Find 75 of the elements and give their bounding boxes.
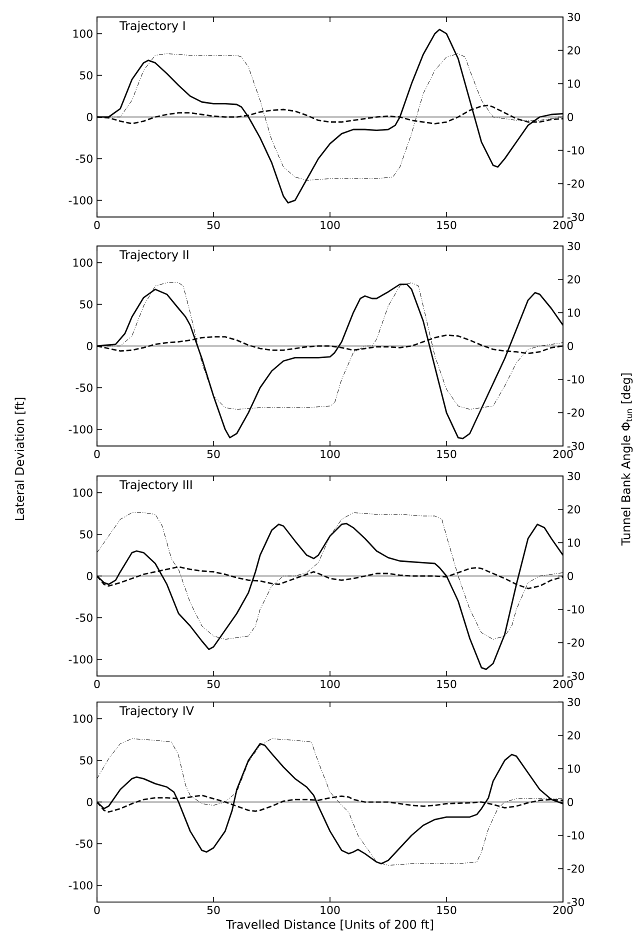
y2-tick-label: -30 [567, 898, 584, 906]
y2-tick-label: -10 [567, 375, 584, 384]
x-tick-label: 0 [94, 450, 100, 458]
x-tick-label: 0 [94, 680, 100, 688]
y-tick-label: 50 [80, 530, 92, 538]
y-tick-label: -100 [68, 196, 92, 204]
y-tick-label: -50 [76, 384, 92, 392]
y2-tick-label: 10 [568, 764, 580, 773]
y2-tick-label: 30 [568, 472, 580, 480]
y-axis-title: Lateral Deviation [ft] [14, 398, 26, 520]
y2-tick-label: 10 [568, 80, 580, 88]
y-tick-label: -50 [76, 154, 92, 163]
y2-tick-label: -30 [567, 442, 584, 450]
y-tick-label: -100 [68, 425, 92, 434]
y-tick-label: 100 [73, 30, 92, 38]
y2-tick-label: 10 [568, 538, 580, 547]
x-tick-label: 100 [320, 220, 340, 230]
y-tick-label: -100 [68, 655, 92, 664]
x-axis-title: Travelled Distance [Units of 200 ft] [226, 920, 433, 930]
x-tick-label: 50 [207, 450, 220, 458]
y2-tick-label: -20 [567, 408, 584, 417]
y2-tick-label: 30 [568, 698, 580, 706]
y-tick-label: -50 [76, 614, 92, 622]
y2-tick-label: 20 [568, 275, 580, 284]
y-tick-label: 100 [73, 258, 92, 267]
y2-tick-label: 30 [568, 242, 580, 250]
y-tick-label: 100 [73, 488, 92, 497]
y2-tick-label: 0 [568, 112, 574, 122]
y2-tick-label: 20 [568, 505, 580, 514]
y2-tick-label: -20 [567, 864, 584, 873]
y-tick-label: 0 [86, 572, 92, 580]
y2-tick-label: -30 [567, 212, 584, 222]
x-tick-label: 50 [207, 906, 220, 914]
y2-tick-label: 0 [568, 342, 574, 350]
y2-tick-label: -30 [567, 672, 584, 680]
y-tick-label: -100 [68, 881, 92, 890]
y2-tick-label: 30 [568, 12, 580, 22]
y2-tick-label: -10 [567, 605, 584, 614]
x-tick-label: 200 [553, 450, 573, 458]
x-tick-label: 50 [207, 680, 220, 688]
x-tick-label: 0 [94, 906, 100, 914]
y-tick-label: 0 [86, 342, 92, 350]
y2-tick-label: -20 [567, 180, 584, 188]
y2-tick-label: -10 [567, 831, 584, 840]
y2-axis-title: Tunnel Bank Angle Φ$_{tun}$ [deg] [621, 373, 633, 546]
chart-title: Trajectory I [119, 20, 185, 32]
y2-tick-label: 20 [568, 46, 580, 54]
x-tick-label: 100 [320, 450, 340, 458]
y-tick-label: 50 [80, 71, 92, 80]
x-tick-label: 150 [437, 680, 456, 688]
chart-title: Trajectory II [119, 250, 188, 262]
chart-title: Trajectory III [119, 480, 192, 492]
y-tick-label: 0 [86, 112, 92, 122]
x-tick-label: 100 [320, 906, 340, 914]
y-tick-label: 0 [86, 798, 92, 806]
y2-tick-label: 10 [568, 308, 580, 317]
chart-title: Trajectory IV [119, 706, 194, 718]
y2-tick-label: 0 [568, 798, 574, 806]
x-tick-label: 200 [553, 680, 573, 688]
y2-tick-label: -10 [567, 146, 584, 154]
y2-tick-label: 0 [568, 572, 574, 580]
x-tick-label: 100 [320, 680, 340, 688]
x-tick-label: 50 [207, 220, 220, 230]
y2-tick-label: 20 [568, 731, 580, 740]
x-tick-label: 150 [437, 220, 456, 230]
x-tick-label: 200 [553, 906, 573, 914]
x-tick-label: 150 [437, 906, 456, 914]
y2-tick-label: -20 [567, 638, 584, 647]
x-tick-label: 200 [553, 220, 573, 230]
y-tick-label: 50 [80, 756, 92, 764]
y-tick-label: -50 [76, 840, 92, 848]
y-tick-label: 50 [80, 300, 92, 308]
x-tick-label: 0 [94, 220, 100, 230]
y-tick-label: 100 [73, 714, 92, 723]
x-tick-label: 150 [437, 450, 456, 458]
